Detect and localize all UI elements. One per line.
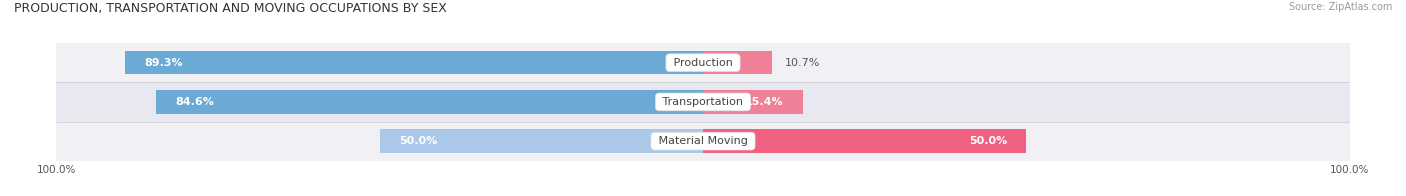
Text: 50.0%: 50.0%	[969, 136, 1007, 146]
Text: PRODUCTION, TRANSPORTATION AND MOVING OCCUPATIONS BY SEX: PRODUCTION, TRANSPORTATION AND MOVING OC…	[14, 2, 447, 15]
Bar	[156, 90, 703, 114]
Bar	[380, 129, 703, 153]
Text: 10.7%: 10.7%	[785, 58, 821, 68]
Bar	[125, 51, 703, 74]
Bar	[56, 122, 1350, 161]
Text: Production: Production	[669, 58, 737, 68]
Text: 89.3%: 89.3%	[145, 58, 183, 68]
Bar	[703, 90, 803, 114]
Bar	[56, 82, 1350, 122]
Text: Material Moving: Material Moving	[655, 136, 751, 146]
Text: Source: ZipAtlas.com: Source: ZipAtlas.com	[1288, 2, 1392, 12]
Text: 15.4%: 15.4%	[745, 97, 783, 107]
Text: 50.0%: 50.0%	[399, 136, 437, 146]
Bar	[703, 51, 772, 74]
Bar	[56, 43, 1350, 82]
Bar	[703, 129, 1026, 153]
Text: Transportation: Transportation	[659, 97, 747, 107]
Text: 84.6%: 84.6%	[176, 97, 214, 107]
